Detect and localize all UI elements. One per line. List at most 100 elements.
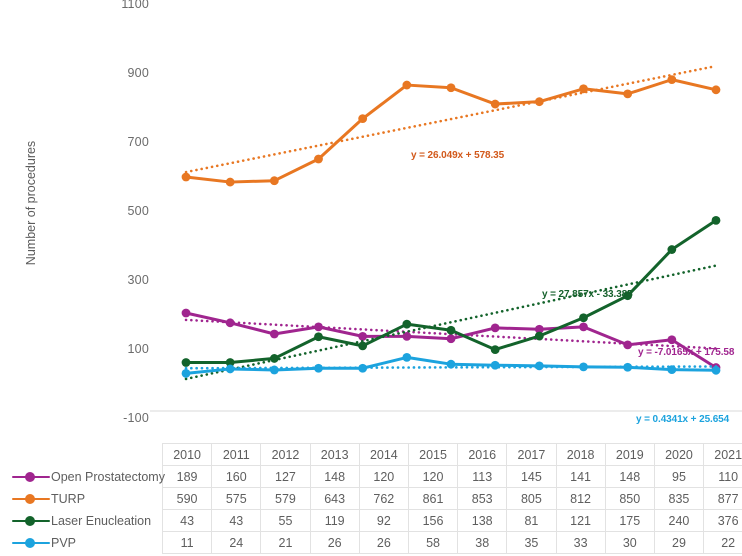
- data-point: [269, 365, 279, 375]
- table-row: TURP 590 575 579 643 762 861 853 805 812 850 835 877…: [0, 487, 742, 510]
- table-cell: 762: [358, 487, 409, 510]
- data-point: [225, 358, 235, 367]
- legend-entry-open-prostatectomy[interactable]: Open Prostatectomy: [0, 465, 165, 488]
- table-cell: 127: [260, 465, 311, 488]
- table-corner-cell: [0, 443, 163, 466]
- data-table: 2010 2011 2012 2013 2014 2015 2016 2017 2018 2019…: [0, 443, 742, 554]
- table-cell: 55: [260, 509, 311, 532]
- legend-label: Open Prostatectomy: [51, 469, 165, 484]
- legend-label: TURP: [51, 491, 86, 506]
- line-chart: 1100 900 700 500 300 100 -100 Number of …: [24, 0, 742, 425]
- data-point: [446, 325, 456, 335]
- data-point: [358, 331, 368, 341]
- data-point: [181, 172, 191, 182]
- trendline-equation-laser: y = 27.857x - 33.385: [542, 289, 633, 300]
- table-cell: 141: [555, 465, 606, 488]
- data-point: [314, 154, 323, 164]
- table-cell: 861: [407, 487, 459, 510]
- table-row: Open Prostatectomy 189 160 127 148 120 120 113 1…: [0, 465, 742, 488]
- data-point: [446, 334, 456, 344]
- table-cell: 643: [309, 487, 360, 510]
- series-laser-enucleation: [181, 215, 721, 381]
- data-point: [402, 353, 412, 362]
- data-point: [623, 340, 633, 350]
- y-axis-tick-900: 900: [127, 66, 149, 80]
- table-cell: 850: [604, 487, 655, 510]
- table-cell: 81: [506, 509, 557, 532]
- table-col-header-2015: 2015: [407, 443, 459, 466]
- table-cell: 43: [211, 509, 262, 532]
- table-row: PVP11242126265838353330292220: [0, 531, 742, 554]
- table-cell: 121: [555, 509, 606, 532]
- data-point: [534, 97, 544, 107]
- legend-entry-pvp[interactable]: PVP: [0, 531, 163, 554]
- data-point: [225, 318, 235, 328]
- data-point: [446, 83, 456, 93]
- data-point: [711, 365, 721, 375]
- data-table-wrapper: 2010 2011 2012 2013 2014 2015 2016 2017 2018 2019…: [0, 443, 742, 554]
- data-point: [490, 99, 500, 109]
- table-cell: 175: [604, 509, 655, 532]
- table-cell: 376: [703, 509, 742, 532]
- data-point: [402, 319, 412, 329]
- y-axis-tick-300: 300: [127, 273, 149, 287]
- legend-swatch-icon: [12, 515, 50, 526]
- data-point: [314, 363, 323, 373]
- table-cell: 579: [260, 487, 311, 510]
- table-cell: 29: [653, 531, 705, 554]
- data-point: [269, 329, 279, 339]
- legend-label: Laser Enucleation: [51, 513, 152, 528]
- table-col-header-2017: 2017: [506, 443, 557, 466]
- data-point: [358, 114, 368, 124]
- table-cell: 38: [457, 531, 508, 554]
- data-point: [579, 362, 588, 372]
- legend-label: PVP: [51, 535, 77, 550]
- table-cell: 812: [555, 487, 606, 510]
- trendline-equation-open: y = -7.0165x + 175.58: [638, 347, 735, 358]
- data-point: [667, 365, 677, 375]
- table-cell: 160: [211, 465, 262, 488]
- table-cell: 26: [309, 531, 360, 554]
- data-point: [181, 308, 191, 318]
- table-cell: 113: [457, 465, 508, 488]
- table-cell: 138: [457, 509, 508, 532]
- data-point: [711, 85, 721, 95]
- table-body: Open Prostatectomy 189 160 127 148 120 120 113 1…: [0, 465, 742, 554]
- table-cell: 853: [457, 487, 508, 510]
- table-cell: 26: [358, 531, 409, 554]
- data-point: [225, 364, 235, 374]
- data-point: [181, 358, 191, 367]
- legend-swatch-icon: [12, 537, 50, 548]
- data-line: [184, 78, 718, 184]
- table-cell: 119: [309, 509, 360, 532]
- table-col-header-2021: 2021: [703, 443, 742, 466]
- legend-entry-turp[interactable]: TURP: [0, 487, 163, 510]
- data-point: [579, 313, 588, 323]
- y-axis-tick-100: 100: [127, 342, 149, 356]
- table-cell: 24: [211, 531, 262, 554]
- table-cell: 575: [211, 487, 262, 510]
- data-point: [667, 335, 677, 345]
- table-col-header-2010: 2010: [161, 443, 213, 466]
- chart-plot: [150, 64, 742, 412]
- data-point: [314, 332, 323, 342]
- legend-entry-laser-enucleation[interactable]: Laser Enucleation: [0, 509, 163, 532]
- data-point: [534, 331, 544, 341]
- table-col-header-2019: 2019: [604, 443, 655, 466]
- data-point: [269, 176, 279, 186]
- table-cell: 805: [506, 487, 557, 510]
- data-point: [269, 354, 279, 363]
- data-point: [623, 291, 633, 301]
- data-point: [579, 322, 588, 332]
- data-point: [534, 361, 544, 371]
- data-point: [358, 341, 368, 351]
- table-col-header-2016: 2016: [457, 443, 508, 466]
- series-pvp: [181, 353, 721, 378]
- y-axis-tick-1100: 1100: [121, 0, 149, 11]
- data-point: [667, 75, 677, 85]
- data-point: [490, 323, 500, 333]
- trendline-equation-pvp: y = 0.4341x + 25.654: [636, 414, 730, 425]
- table-cell: 21: [260, 531, 311, 554]
- data-point: [358, 363, 368, 373]
- data-point: [490, 345, 500, 355]
